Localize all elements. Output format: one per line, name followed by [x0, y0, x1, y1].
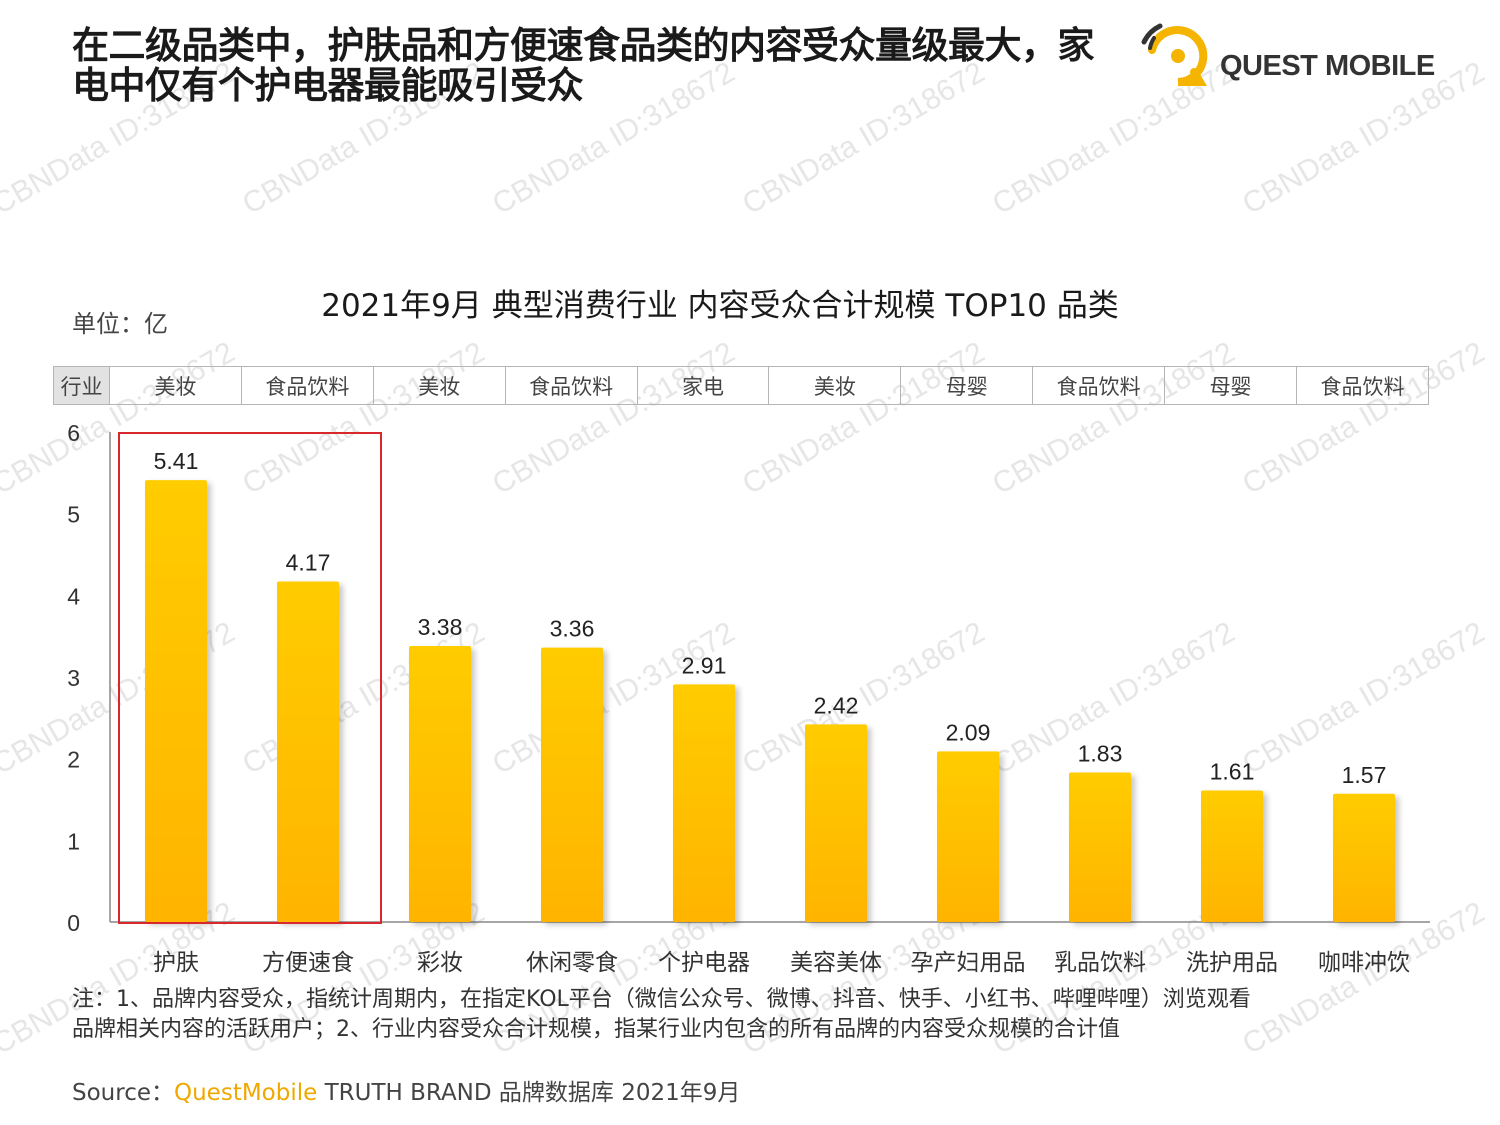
footnote-line-1: 注：1、品牌内容受众，指统计周期内，在指定KOL平台（微信公众号、微博、抖音、快…: [72, 987, 1251, 1012]
bar: [1333, 793, 1395, 922]
industry-cell: 母婴: [900, 366, 1034, 405]
industry-cell: 美妆: [372, 366, 506, 405]
industry-cell: 美妆: [768, 366, 902, 405]
industry-table: 行业 美妆 食品饮料 美妆 食品饮料 家电 美妆 母婴 食品饮料 母婴 食品饮料: [53, 366, 1429, 405]
footnote: 注：1、品牌内容受众，指统计周期内，在指定KOL平台（微信公众号、微博、抖音、快…: [72, 985, 1432, 1045]
y-tick-label: 6: [67, 420, 80, 446]
bar: [277, 581, 339, 922]
headline-line-1: 在二级品类中，护肤品和方便速食品类的内容受众量级最大，家: [72, 24, 1095, 67]
page-headline: 在二级品类中，护肤品和方便速食品类的内容受众量级最大，家 电中仅有个护电器最能吸…: [72, 26, 1132, 106]
x-category-label: 方便速食: [262, 950, 354, 976]
logo-wordmark: QUEST MOBILE: [1220, 50, 1435, 82]
industry-cell: 家电: [636, 366, 770, 405]
bar-value-label: 2.91: [682, 652, 727, 678]
bar: [937, 751, 999, 922]
quest-mobile-logo-icon: [1141, 23, 1208, 86]
bar: [1201, 790, 1263, 922]
source-line: Source：QuestMobile TRUTH BRAND 品牌数据库 202…: [72, 1073, 740, 1107]
y-tick-label: 5: [67, 502, 80, 528]
bar: [145, 480, 207, 922]
source-prefix: Source：: [72, 1080, 174, 1106]
source-suffix: TRUTH BRAND 品牌数据库 2021年9月: [317, 1080, 741, 1106]
chart-title: 2021年9月 典型消费行业 内容受众合计规模 TOP10 品类: [321, 288, 1119, 324]
x-category-label: 咖啡冲饮: [1318, 950, 1410, 976]
industry-cell: 食品饮料: [1296, 366, 1429, 405]
source-brand: QuestMobile: [174, 1080, 318, 1106]
industry-cell: 食品饮料: [504, 366, 638, 405]
x-category-label: 个护电器: [658, 950, 750, 976]
y-tick-label: 4: [67, 583, 80, 609]
industry-header-cell: 行业: [53, 366, 110, 405]
y-tick-label: 3: [67, 665, 80, 691]
quest-mobile-logo: QUEST MOBILE: [1138, 20, 1438, 92]
x-category-label: 休闲零食: [526, 950, 618, 976]
y-tick-label: 0: [67, 910, 80, 936]
bar: [409, 645, 471, 922]
bar-value-label: 1.57: [1342, 762, 1387, 788]
industry-row: 行业 美妆 食品饮料 美妆 食品饮料 家电 美妆 母婴 食品饮料 母婴 食品饮料: [53, 366, 1429, 405]
bar-value-label: 4.17: [286, 549, 331, 575]
bar-value-label: 3.36: [550, 616, 595, 642]
x-category-label: 洗护用品: [1186, 950, 1278, 976]
bar-value-label: 2.42: [814, 692, 859, 718]
x-category-label: 孕产妇用品: [911, 950, 1026, 976]
y-tick-label: 1: [67, 828, 80, 854]
industry-cell: 美妆: [109, 366, 242, 405]
headline-line-2: 电中仅有个护电器最能吸引受众: [72, 64, 584, 107]
bar-value-label: 5.41: [154, 448, 199, 474]
bar-chart: 0 1 2 3 4 5 6 5.41 护肤 4.17 方便速食 3.38 彩妆 3.36 休闲零食 2.91 个…: [67, 420, 1430, 976]
bar: [805, 724, 867, 922]
x-category-label: 彩妆: [417, 950, 463, 976]
x-category-label: 美容美体: [790, 950, 882, 976]
industry-cell: 食品饮料: [1032, 366, 1166, 405]
x-category-label: 护肤: [153, 950, 199, 976]
bar-value-label: 2.09: [946, 719, 991, 745]
bar: [1069, 772, 1131, 922]
highlight-box: [118, 432, 382, 924]
y-tick-label: 2: [67, 747, 80, 773]
footnote-line-2: 品牌相关内容的活跃用户；2、行业内容受众合计规模，指某行业内包含的所有品牌的内容…: [72, 1017, 1121, 1042]
bar-value-label: 1.61: [1210, 759, 1255, 785]
bar: [673, 684, 735, 922]
x-category-label: 乳品饮料: [1054, 950, 1146, 976]
industry-cell: 食品饮料: [240, 366, 374, 405]
industry-cell: 母婴: [1164, 366, 1298, 405]
bar: [541, 647, 603, 922]
bar-value-label: 1.83: [1078, 741, 1123, 767]
bar-value-label: 3.38: [418, 614, 463, 640]
unit-label: 单位：亿: [72, 310, 168, 338]
